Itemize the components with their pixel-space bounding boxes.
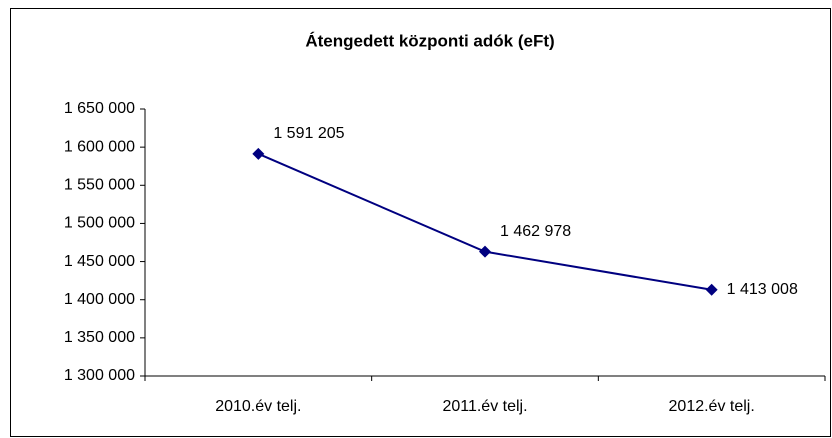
- marker: [479, 245, 491, 258]
- y-tick-label: 1 500 000: [64, 215, 135, 232]
- chart-border: [10, 8, 831, 437]
- y-tick-label: 1 550 000: [64, 177, 135, 194]
- data-label: 1 591 205: [273, 125, 344, 142]
- y-tick-label: 1 450 000: [64, 253, 135, 270]
- y-tick-label: 1 600 000: [64, 138, 135, 155]
- data-label: 1 413 008: [727, 281, 798, 298]
- marker: [252, 147, 265, 160]
- chart-title: Átengedett központi adók (eFt): [305, 31, 554, 50]
- x-tick-label: 2010.év telj.: [215, 398, 301, 415]
- marker: [705, 283, 718, 296]
- data-label: 1 462 978: [500, 223, 571, 240]
- y-tick-label: 1 400 000: [64, 291, 135, 308]
- y-tick-label: 1 350 000: [64, 329, 135, 346]
- x-tick-label: 2012.év telj.: [669, 398, 755, 415]
- y-tick-label: 1 300 000: [64, 367, 135, 384]
- x-tick-label: 2011.év telj.: [442, 398, 527, 415]
- y-tick-label: 1 650 000: [64, 100, 135, 117]
